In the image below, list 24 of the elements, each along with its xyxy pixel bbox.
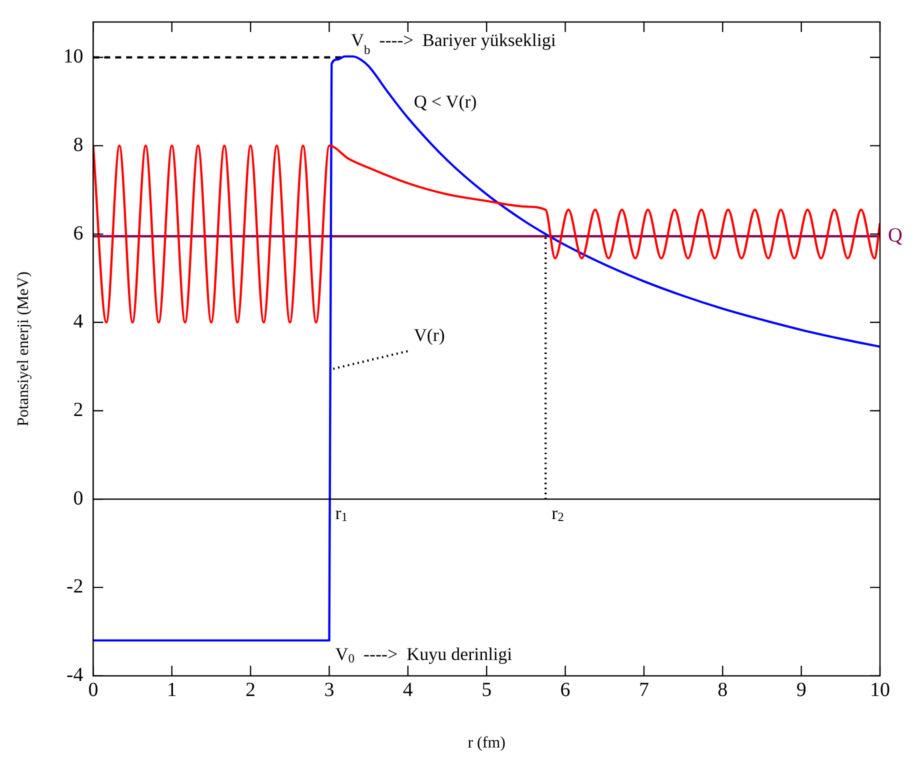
x-tick-label: 3	[324, 679, 334, 702]
y-tick-label: -2	[66, 576, 84, 598]
y-tick-label: 8	[73, 134, 84, 156]
y-tick-label: 10	[63, 46, 84, 68]
x-tick-label: 9	[796, 679, 806, 702]
x-tick-label: 7	[638, 679, 649, 702]
x-tick-label: 0	[88, 679, 98, 702]
x-tick-label: 8	[718, 679, 728, 702]
y-axis-title: Potansiyel enerji (MeV)	[14, 272, 32, 426]
x-tick-label: 2	[246, 679, 256, 702]
series-label: Q	[888, 224, 903, 246]
x-axis-title: r (fm)	[468, 734, 506, 752]
y-tick-label: 6	[73, 222, 84, 244]
x-tick-label: 6	[560, 679, 570, 702]
y-tick-label: 0	[73, 487, 84, 510]
annotation: V(r)	[414, 324, 445, 345]
x-tick-label: 1	[166, 679, 177, 702]
annotation: Q < V(r)	[414, 92, 477, 112]
y-tick-label: -4	[66, 664, 84, 686]
x-tick-label: 5	[482, 679, 492, 702]
y-tick-label: 4	[73, 310, 84, 333]
y-tick-label: 2	[73, 398, 84, 421]
x-tick-label: 4	[402, 679, 413, 702]
x-tick-label: 10	[870, 679, 890, 702]
